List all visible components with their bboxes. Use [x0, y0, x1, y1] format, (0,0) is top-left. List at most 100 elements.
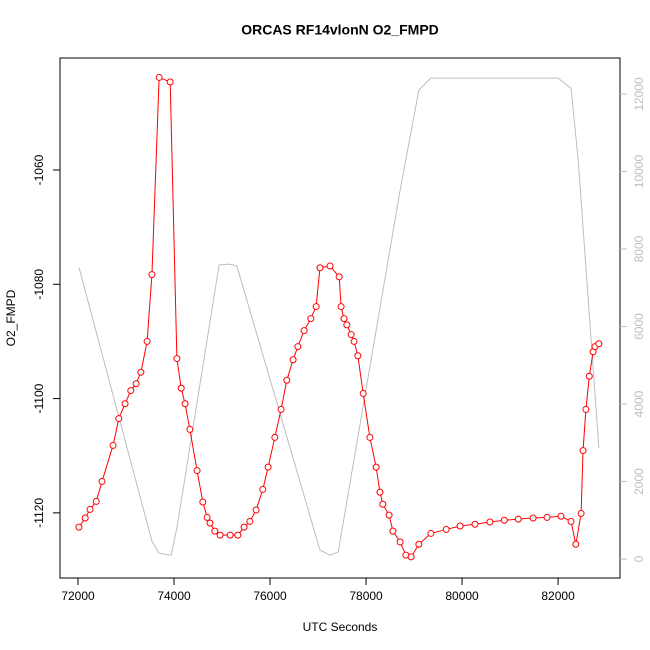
data-point — [234, 531, 242, 539]
data-point — [442, 525, 450, 533]
data-point — [186, 425, 194, 433]
data-point — [199, 498, 207, 506]
data-point — [343, 321, 351, 329]
data-point — [211, 527, 219, 535]
data-point — [203, 513, 211, 521]
data-point — [379, 500, 387, 508]
data-point — [376, 488, 384, 496]
data-point — [177, 384, 185, 392]
data-point — [277, 405, 285, 413]
data-point — [307, 315, 315, 323]
data-point — [98, 477, 106, 485]
data-point — [148, 271, 156, 279]
data-point — [486, 518, 494, 526]
data-point — [75, 523, 83, 531]
data-point — [350, 337, 358, 345]
y-tick-label: -1120 — [32, 498, 46, 528]
data-point — [396, 538, 404, 546]
data-point — [226, 531, 234, 539]
data-point — [264, 463, 272, 471]
data-point — [347, 331, 355, 339]
data-point — [294, 343, 302, 351]
data-point — [340, 315, 348, 323]
x-tick-label: 72000 — [61, 589, 95, 603]
y2-tick-label: 10000 — [632, 155, 646, 189]
data-point — [385, 511, 393, 519]
data-point — [415, 540, 423, 548]
data-point — [389, 527, 397, 535]
data-point — [206, 519, 214, 527]
data-point — [216, 531, 224, 539]
y-tick-label: -1060 — [32, 154, 46, 185]
data-point — [240, 523, 248, 531]
data-point — [121, 400, 129, 408]
y2-tick-label: 8000 — [632, 235, 646, 262]
data-point — [572, 540, 580, 548]
plot-frame — [59, 57, 621, 579]
data-point — [359, 389, 367, 397]
data-point — [132, 380, 140, 388]
data-point — [585, 372, 593, 380]
data-point — [252, 506, 260, 514]
data-point — [427, 529, 435, 537]
data-point — [543, 513, 551, 521]
data-point — [316, 264, 324, 272]
data-point — [372, 463, 380, 471]
data-point — [456, 522, 464, 530]
data-point — [259, 485, 267, 493]
data-point — [577, 509, 585, 517]
data-point — [312, 303, 320, 311]
series-line — [78, 76, 600, 558]
data-point — [115, 415, 123, 423]
data-point — [271, 433, 279, 441]
data-point — [326, 262, 334, 270]
data-point — [354, 352, 362, 360]
y2-tick-label: 2000 — [632, 468, 646, 495]
x-tick-label: 78000 — [349, 589, 383, 603]
data-point — [181, 400, 189, 408]
data-point — [81, 514, 89, 522]
x-tick-label: 74000 — [157, 589, 191, 603]
y2-tick-label: 0 — [632, 555, 646, 562]
data-point — [300, 327, 308, 335]
data-point — [173, 355, 181, 363]
data-point — [366, 433, 374, 441]
data-point — [86, 505, 94, 513]
data-point — [143, 337, 151, 345]
y-axis-label: O2_FMPD — [4, 289, 18, 346]
data-point — [155, 73, 163, 81]
y2-tick-label: 4000 — [632, 390, 646, 417]
x-axis-label: UTC Seconds — [303, 620, 378, 634]
data-point — [567, 517, 575, 525]
data-point — [109, 441, 117, 449]
data-point — [283, 376, 291, 384]
data-point — [335, 273, 343, 281]
data-point — [246, 517, 254, 525]
data-point — [529, 514, 537, 522]
y2-tick-label: 12000 — [632, 77, 646, 111]
data-point — [582, 405, 590, 413]
x-tick-label: 76000 — [253, 589, 287, 603]
series-line — [78, 77, 600, 556]
data-point — [407, 553, 415, 561]
data-point — [337, 303, 345, 311]
y-tick-label: -1100 — [32, 383, 46, 413]
data-point — [595, 340, 603, 348]
x-tick-label: 82000 — [541, 589, 575, 603]
data-point — [514, 515, 522, 523]
data-point — [166, 78, 174, 86]
chart-title: ORCAS RF14vlonN O2_FMPD — [241, 22, 439, 38]
data-point — [193, 467, 201, 475]
y-tick-label: -1080 — [32, 269, 46, 300]
x-tick-label: 80000 — [445, 589, 479, 603]
data-point — [127, 387, 135, 395]
data-point — [289, 356, 297, 364]
data-point — [500, 516, 508, 524]
data-point — [579, 447, 587, 455]
data-point — [137, 368, 145, 376]
data-point — [92, 497, 100, 505]
y2-tick-label: 6000 — [632, 313, 646, 340]
data-point — [471, 520, 479, 528]
